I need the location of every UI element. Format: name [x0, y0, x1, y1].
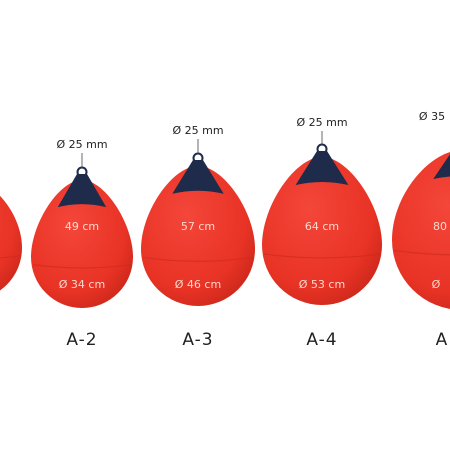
buoy-body: [262, 157, 382, 305]
buoy-diameter: Ø: [432, 278, 441, 291]
buoy-diameter: Ø 53 cm: [299, 278, 345, 291]
buoy-cap: [172, 160, 224, 194]
buoy-seam: [393, 249, 450, 256]
buoy-body: [0, 195, 22, 291]
rope-diameter: Ø 35: [419, 110, 445, 123]
model-name: A: [436, 330, 449, 350]
buoy-diameter: Ø 34 cm: [59, 278, 105, 291]
buoy-seam: [263, 253, 381, 259]
buoy-height: 64 cm: [305, 220, 339, 233]
model-name: A-3: [182, 330, 213, 350]
buoy-cap: [433, 154, 450, 179]
model-name: A-4: [306, 330, 337, 350]
buoy-height: 57 cm: [181, 220, 215, 233]
buoy-diameter: Ø 46 cm: [175, 278, 221, 291]
buoy-seam: [0, 255, 21, 259]
buoy-body: [31, 180, 133, 308]
buoy-height: 49 cm: [65, 220, 99, 233]
buoy-cap: [57, 174, 107, 208]
rope-diameter: Ø 25 mm: [56, 138, 107, 151]
model-name: A-2: [66, 330, 97, 350]
buoy-seam: [142, 256, 254, 262]
buoy-cap: [295, 151, 349, 185]
rope-diameter: Ø 25 mm: [296, 116, 347, 129]
buoy-body: [141, 166, 255, 306]
buoy-seam: [32, 264, 132, 269]
buoy-height: 80: [433, 220, 447, 233]
rope-diameter: Ø 25 mm: [172, 124, 223, 137]
buoy-body: [392, 152, 450, 309]
